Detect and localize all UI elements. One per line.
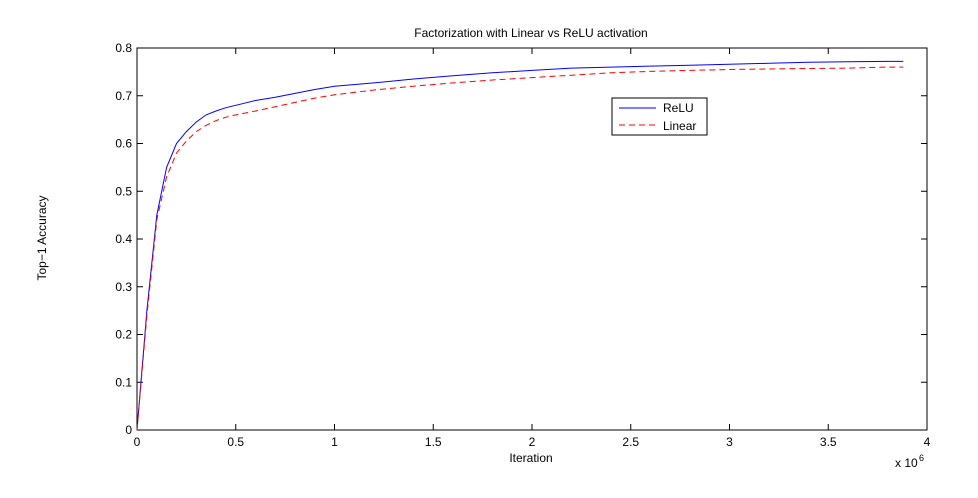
y-tick-label: 0.1 [115, 375, 132, 389]
y-tick-label: 0.2 [115, 328, 132, 342]
x-tick-label: 2.5 [622, 435, 639, 449]
legend-entry-relu: ReLU [619, 101, 694, 115]
plot-frame [136, 47, 928, 431]
y-tick-label: 0.6 [115, 137, 132, 151]
y-tick-label: 0.5 [115, 184, 132, 198]
legend: ReLU Linear [611, 97, 708, 136]
y-tick-label: 0.7 [115, 89, 132, 103]
x-tick-label: 2 [529, 435, 536, 449]
y-axis-label: Top−1 Accuracy [35, 195, 49, 280]
plot-area: 0 0.5 1 1.5 2 2.5 3 3.5 4 0 0.1 0.2 0.3 0.4 0.5 0.6 0.7… [115, 41, 930, 449]
x-axis-multiplier-base: x 10 [895, 456, 918, 470]
series-line-relu [136, 60, 904, 431]
x-tick-label: 3.5 [820, 435, 837, 449]
series-group [136, 60, 904, 431]
x-axis-multiplier: x 10 6 [895, 453, 924, 470]
y-tick-label: 0.3 [115, 280, 132, 294]
x-tick-label: 4 [924, 435, 931, 449]
y-tick-label: 0 [125, 423, 132, 437]
series-line-linear [136, 66, 904, 431]
legend-entry-linear: Linear [619, 119, 696, 133]
x-axis-multiplier-exponent: 6 [919, 453, 924, 463]
legend-label-linear: Linear [663, 119, 696, 133]
x-tick-label: 0.5 [227, 435, 244, 449]
y-tick-label: 0.4 [115, 232, 132, 246]
chart-title: Factorization with Linear vs ReLU activa… [414, 26, 647, 40]
legend-box [611, 97, 708, 136]
y-axis: 0 0.1 0.2 0.3 0.4 0.5 0.6 0.7 0.8 [115, 41, 927, 437]
x-tick-label: 1 [331, 435, 338, 449]
x-tick-label: 3 [726, 435, 733, 449]
x-axis-label: Iteration [509, 451, 552, 465]
x-tick-label: 0 [134, 435, 141, 449]
x-tick-label: 1.5 [425, 435, 442, 449]
x-axis: 0 0.5 1 1.5 2 2.5 3 3.5 4 [134, 48, 931, 449]
legend-label-relu: ReLU [663, 101, 694, 115]
y-tick-label: 0.8 [115, 41, 132, 55]
